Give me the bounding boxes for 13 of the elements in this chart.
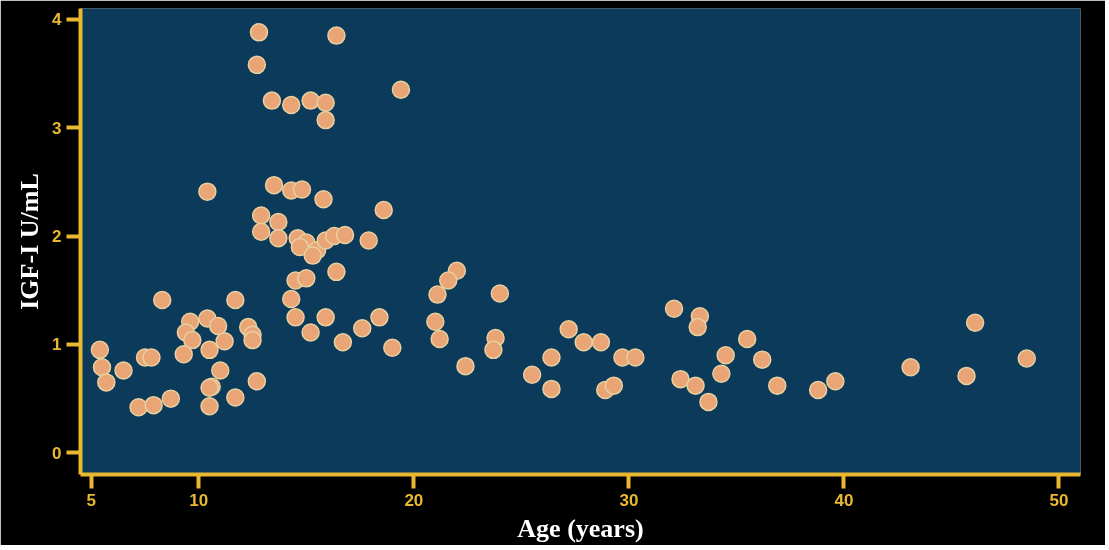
y-tick-label: 1 (52, 335, 62, 355)
x-axis-title: Age (years) (517, 513, 644, 543)
x-tick-label: 5 (86, 490, 96, 510)
y-tick-label: 4 (52, 10, 63, 30)
y-tick-label: 3 (52, 118, 62, 138)
y-tick-label: 0 (52, 443, 62, 463)
x-tick-label: 30 (619, 490, 639, 510)
y-axis-title: IGF-I U/mL (15, 173, 45, 310)
y-tick-label: 2 (52, 227, 62, 247)
x-tick-label: 50 (1049, 490, 1069, 510)
x-tick-label: 10 (189, 490, 209, 510)
x-tick-label: 20 (404, 490, 424, 510)
x-tick-label: 40 (834, 490, 854, 510)
